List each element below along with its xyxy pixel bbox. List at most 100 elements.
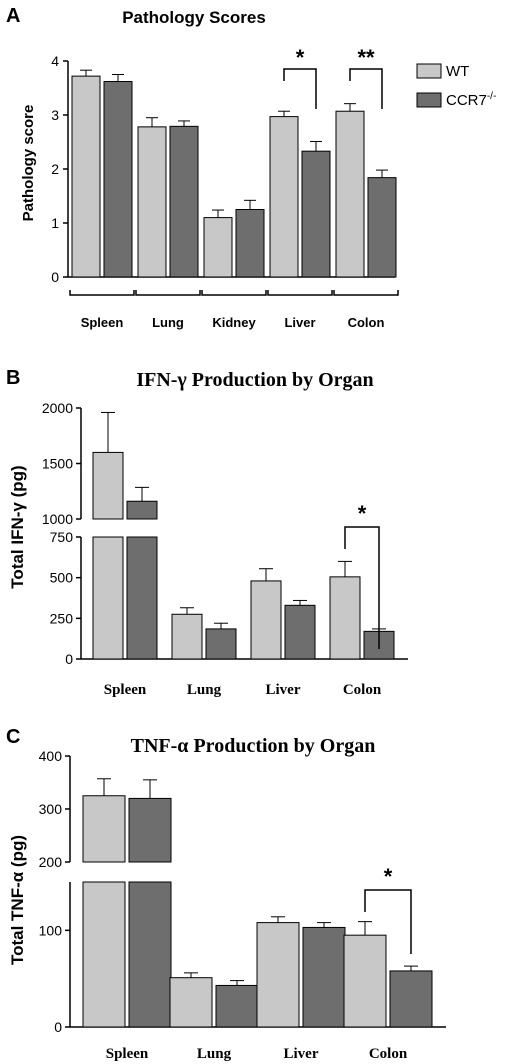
bar-liver-ccr7 bbox=[301, 150, 331, 278]
categories-b: Spleen Lung Liver Colon bbox=[104, 682, 382, 698]
category-label-a: Colon bbox=[348, 315, 385, 330]
bar-colon-ccr7 bbox=[389, 970, 433, 1028]
significance-bracket-a bbox=[349, 68, 383, 109]
y-tick-label-b: 750 bbox=[50, 529, 74, 545]
bar-lung-wt bbox=[169, 977, 213, 1028]
bar-spleen-ccr7 bbox=[103, 81, 133, 278]
bar-colon-wt bbox=[329, 576, 361, 660]
category-label-c: Liver bbox=[284, 1046, 319, 1062]
y-tick-label-a: 0 bbox=[51, 269, 59, 285]
bar-liver-ccr7 bbox=[284, 604, 316, 660]
significance-bracket-b bbox=[344, 526, 380, 649]
chart-title-b: IFN-γ Production by Organ bbox=[136, 369, 373, 391]
y-tick-label-b: 250 bbox=[50, 610, 74, 626]
category-label-c: Lung bbox=[197, 1046, 232, 1062]
category-label-b: Spleen bbox=[104, 682, 147, 698]
panel-letter-a: A bbox=[6, 5, 20, 27]
bar-spleen-ccr7-upper bbox=[126, 500, 158, 520]
category-bracket-a bbox=[201, 290, 267, 296]
bars-b bbox=[92, 411, 395, 660]
y-tick-label-c: 400 bbox=[39, 748, 63, 764]
y-tick-label-a: 1 bbox=[51, 215, 59, 231]
bar-spleen-wt bbox=[71, 75, 101, 278]
category-label-a: Liver bbox=[284, 315, 315, 330]
category-label-c: Spleen bbox=[106, 1046, 149, 1062]
y-tick-label-b: 2000 bbox=[42, 400, 73, 416]
legend: WT CCR7-/- bbox=[416, 63, 496, 109]
legend-label-ccr7: CCR7-/- bbox=[446, 91, 496, 109]
significance-bracket-a bbox=[283, 68, 317, 109]
legend-swatch-ccr7 bbox=[416, 92, 442, 108]
bar-lung-wt bbox=[171, 613, 203, 660]
panel-a: A Pathology Scores Pathology score 0 1 2 3 4… bbox=[6, 5, 399, 330]
legend-label-ccr7-sup: -/- bbox=[487, 91, 496, 102]
bar-colon-ccr7 bbox=[367, 177, 397, 278]
significance-b: * bbox=[344, 501, 380, 649]
significance-star-a: ** bbox=[357, 45, 375, 70]
y-axis-label-b: Total IFN-γ (pg) bbox=[8, 465, 27, 588]
bar-liver-wt bbox=[250, 580, 282, 660]
significance-star-b: * bbox=[358, 501, 367, 526]
panel-letter-b: B bbox=[6, 367, 20, 389]
significance-a: * ** bbox=[283, 45, 383, 109]
bar-colon-wt bbox=[343, 934, 387, 1028]
y-tick-label-c: 200 bbox=[39, 854, 63, 870]
category-bracket-a bbox=[267, 290, 333, 296]
bar-spleen-ccr7-upper bbox=[128, 797, 172, 863]
category-label-a: Spleen bbox=[81, 315, 124, 330]
bar-lung-ccr7 bbox=[215, 984, 259, 1028]
y-axis-label-a: Pathology score bbox=[20, 105, 37, 222]
y-ticks-b: 0 250 500 750 1000 1500 2000 bbox=[42, 400, 81, 667]
y-tick-label-b: 1000 bbox=[42, 511, 73, 527]
bars-a bbox=[71, 69, 397, 278]
category-label-c: Colon bbox=[369, 1046, 408, 1062]
bar-lung-ccr7 bbox=[169, 125, 199, 278]
bar-lung-ccr7 bbox=[205, 628, 237, 660]
category-bracket-a bbox=[333, 290, 399, 296]
category-bracket-a bbox=[69, 290, 135, 296]
significance-c: * bbox=[364, 864, 412, 954]
bar-spleen-wt-upper bbox=[92, 451, 124, 520]
y-tick-label-a: 2 bbox=[51, 161, 59, 177]
category-label-b: Colon bbox=[343, 682, 382, 698]
panel-c: C TNF-α Production by Organ Total TNF-α … bbox=[6, 726, 446, 1062]
panel-letter-c: C bbox=[6, 726, 20, 748]
y-tick-label-b: 0 bbox=[65, 651, 73, 667]
significance-star-a: * bbox=[296, 45, 305, 70]
bar-liver-wt bbox=[256, 922, 300, 1028]
categories-c: Spleen Lung Liver Colon bbox=[106, 1046, 408, 1062]
significance-bracket-c bbox=[364, 889, 412, 954]
chart-title-c: TNF-α Production by Organ bbox=[131, 735, 376, 757]
category-label-b: Lung bbox=[187, 682, 222, 698]
category-label-b: Liver bbox=[266, 682, 301, 698]
bar-spleen-wt-lower bbox=[82, 881, 126, 1028]
bar-spleen-wt-upper bbox=[82, 795, 126, 863]
y-tick-label-b: 1500 bbox=[42, 456, 73, 472]
categories-a: Spleen Lung Kidney Liver Colon bbox=[69, 290, 399, 330]
bar-liver-ccr7 bbox=[302, 926, 346, 1028]
y-tick-label-a: 4 bbox=[51, 53, 59, 69]
y-tick-label-b: 500 bbox=[50, 570, 74, 586]
chart-title-a: Pathology Scores bbox=[122, 8, 266, 27]
bar-kidney-ccr7 bbox=[235, 209, 265, 278]
y-tick-label-c: 100 bbox=[39, 922, 63, 938]
bar-spleen-ccr7-lower bbox=[126, 536, 158, 660]
bar-spleen-ccr7-lower bbox=[128, 881, 172, 1028]
category-bracket-a bbox=[135, 290, 201, 296]
panel-b: B IFN-γ Production by Organ Total IFN-γ … bbox=[6, 367, 408, 698]
bar-liver-wt bbox=[269, 116, 299, 278]
y-tick-label-c: 300 bbox=[39, 801, 63, 817]
bar-spleen-wt-lower bbox=[92, 536, 124, 660]
y-ticks-a: 0 1 2 3 4 bbox=[51, 53, 68, 285]
category-label-a: Lung bbox=[152, 315, 184, 330]
legend-swatch-wt bbox=[416, 63, 442, 79]
y-axis-label-c: Total TNF-α (pg) bbox=[8, 835, 27, 965]
significance-star-c: * bbox=[384, 864, 393, 889]
legend-label-wt: WT bbox=[446, 63, 469, 80]
bars-c bbox=[82, 778, 433, 1028]
bar-lung-wt bbox=[137, 126, 167, 278]
category-label-a: Kidney bbox=[212, 315, 256, 330]
y-tick-label-a: 3 bbox=[51, 107, 59, 123]
legend-label-ccr7-main: CCR7 bbox=[446, 92, 487, 109]
